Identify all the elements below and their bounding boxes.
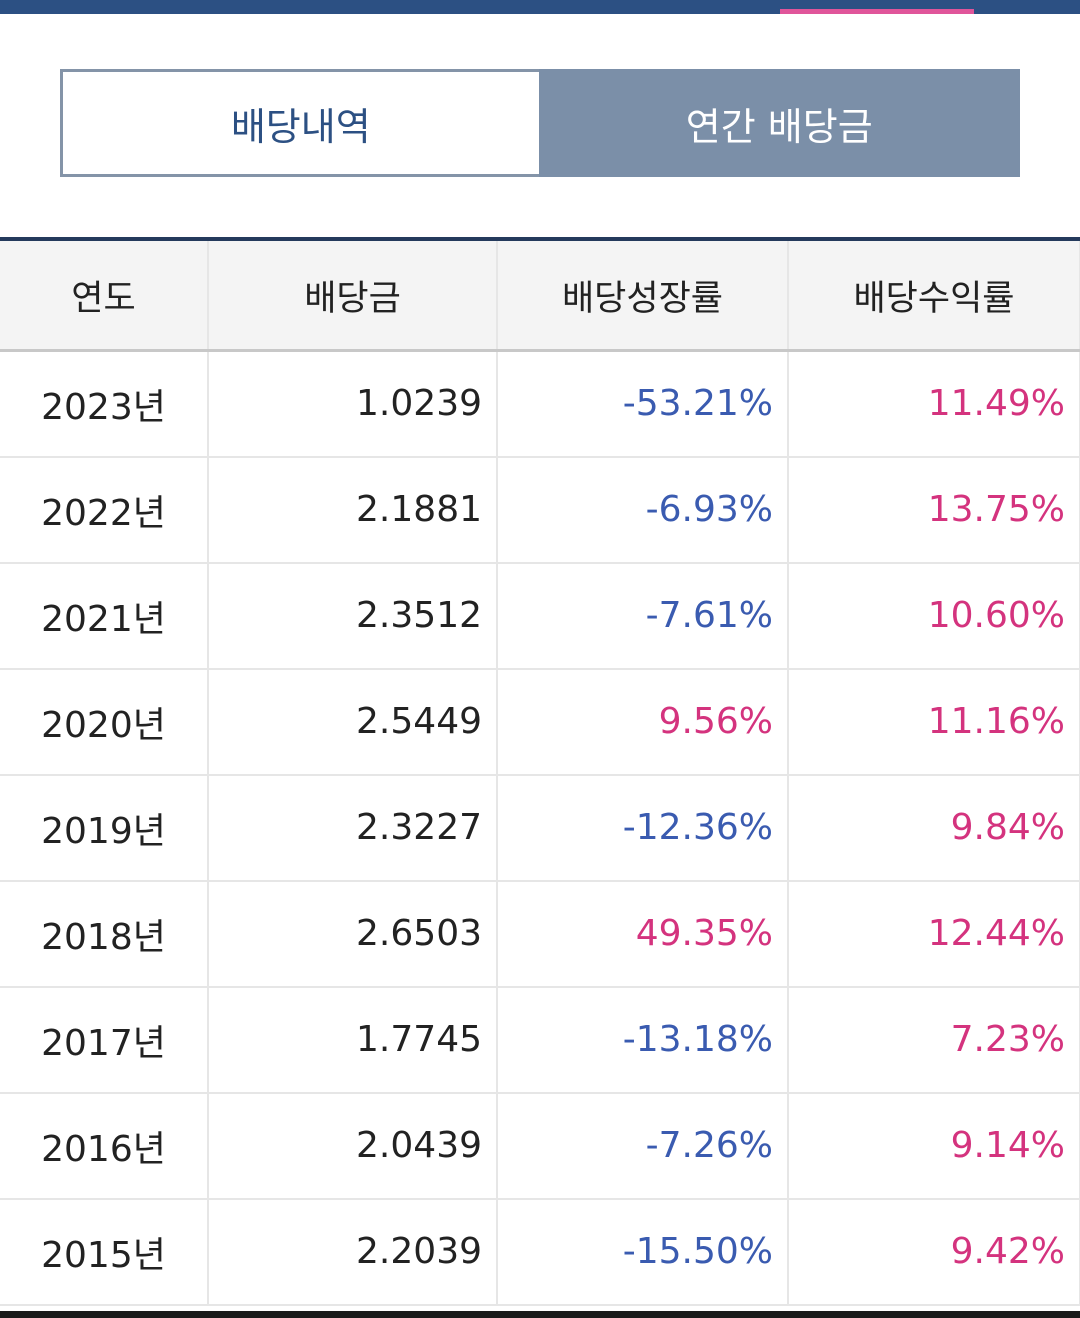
dividend-cell: 2.3512	[208, 562, 498, 670]
dividend-cell: 2.1881	[208, 456, 498, 564]
dividend-cell: 1.7745	[208, 986, 498, 1094]
year-cell: 2019년	[0, 774, 209, 882]
table-header-row: 연도 배당금 배당성장률 배당수익률	[0, 241, 1080, 352]
annual-dividend-table: 연도 배당금 배당성장률 배당수익률 2023년 1.0239 -53.21% 11.…	[0, 237, 1080, 1306]
dividend-cell: 2.5449	[208, 668, 498, 776]
yield-cell: 12.44%	[788, 880, 1080, 988]
header-dividend: 배당금	[208, 241, 498, 352]
bottom-edge	[0, 1311, 1080, 1318]
growth-rate-cell: -13.18%	[497, 986, 789, 1094]
year-cell: 2021년	[0, 562, 209, 670]
table-row: 2019년 2.3227 -12.36% 9.84%	[0, 774, 1080, 882]
dividend-cell: 2.6503	[208, 880, 498, 988]
table-row: 2021년 2.3512 -7.61% 10.60%	[0, 562, 1080, 670]
table-row: 2020년 2.5449 9.56% 11.16%	[0, 668, 1080, 776]
table-row: 2017년 1.7745 -13.18% 7.23%	[0, 986, 1080, 1094]
year-cell: 2018년	[0, 880, 209, 988]
tab-dividend-history[interactable]: 배당내역	[60, 69, 539, 177]
active-tab-indicator	[780, 9, 974, 14]
dividend-cell: 2.2039	[208, 1198, 498, 1306]
growth-rate-cell: -7.61%	[497, 562, 789, 670]
year-cell: 2023년	[0, 350, 209, 458]
yield-cell: 9.84%	[788, 774, 1080, 882]
header-yield: 배당수익률	[788, 241, 1080, 352]
dividend-cell: 1.0239	[208, 350, 498, 458]
year-cell: 2022년	[0, 456, 209, 564]
dividend-cell: 2.3227	[208, 774, 498, 882]
table-row: 2023년 1.0239 -53.21% 11.49%	[0, 350, 1080, 458]
header-year: 연도	[0, 241, 209, 352]
year-cell: 2015년	[0, 1198, 209, 1306]
growth-rate-cell: 9.56%	[497, 668, 789, 776]
table-row: 2016년 2.0439 -7.26% 9.14%	[0, 1092, 1080, 1200]
growth-rate-cell: -6.93%	[497, 456, 789, 564]
table-row: 2022년 2.1881 -6.93% 13.75%	[0, 456, 1080, 564]
growth-rate-cell: -12.36%	[497, 774, 789, 882]
year-cell: 2020년	[0, 668, 209, 776]
view-segmented-control: 배당내역 연간 배당금	[60, 69, 1020, 177]
dividend-cell: 2.0439	[208, 1092, 498, 1200]
yield-cell: 9.14%	[788, 1092, 1080, 1200]
yield-cell: 11.49%	[788, 350, 1080, 458]
header-growth-rate: 배당성장률	[497, 241, 789, 352]
table-row: 2018년 2.6503 49.35% 12.44%	[0, 880, 1080, 988]
table-row: 2015년 2.2039 -15.50% 9.42%	[0, 1198, 1080, 1306]
year-cell: 2017년	[0, 986, 209, 1094]
yield-cell: 10.60%	[788, 562, 1080, 670]
year-cell: 2016년	[0, 1092, 209, 1200]
growth-rate-cell: -15.50%	[497, 1198, 789, 1306]
yield-cell: 13.75%	[788, 456, 1080, 564]
yield-cell: 11.16%	[788, 668, 1080, 776]
tab-annual-dividend[interactable]: 연간 배당금	[538, 69, 1020, 177]
growth-rate-cell: 49.35%	[497, 880, 789, 988]
growth-rate-cell: -7.26%	[497, 1092, 789, 1200]
yield-cell: 7.23%	[788, 986, 1080, 1094]
growth-rate-cell: -53.21%	[497, 350, 789, 458]
yield-cell: 9.42%	[788, 1198, 1080, 1306]
